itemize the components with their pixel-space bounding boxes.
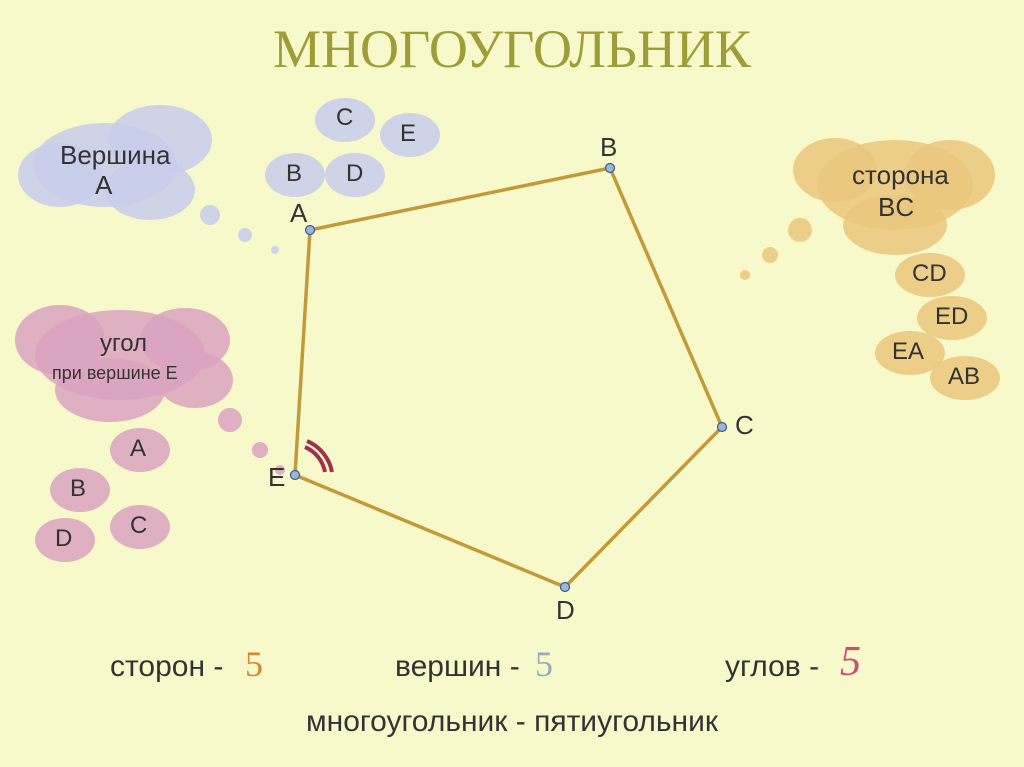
cloud-angle-A: A <box>130 435 146 463</box>
cloud-angle-text1: угол <box>100 330 147 358</box>
cloud-vertex-text2: A <box>95 170 112 201</box>
cloud-vertex-D: D <box>346 160 363 188</box>
cloud-side-CD: CD <box>912 260 947 288</box>
page-title: МНОГОУГОЛЬНИК <box>0 18 1024 80</box>
sides-value: 5 <box>245 643 263 685</box>
cloud-angle-B: B <box>70 475 86 503</box>
cloud-vertex-C: C <box>336 104 353 132</box>
angles-value: 5 <box>840 638 861 686</box>
summary-text: многоугольник - пятиугольник <box>0 705 1024 739</box>
label-C: C <box>735 410 754 441</box>
cloud-side-text1: сторона <box>852 160 949 191</box>
label-A: A <box>290 198 307 229</box>
sides-label: сторон - <box>110 650 223 684</box>
slide-canvas: МНОГОУГОЛЬНИК Вершина A C E B D угол при… <box>0 0 1024 767</box>
label-B: B <box>600 132 617 163</box>
angles-label: углов - <box>725 650 819 684</box>
cloud-side-AB: AB <box>948 363 980 391</box>
vertices-value: 5 <box>535 643 553 685</box>
vertices-label: вершин - <box>395 650 520 684</box>
label-D: D <box>556 595 575 626</box>
cloud-vertex-B: B <box>286 160 302 188</box>
cloud-side-ED: ED <box>935 303 968 331</box>
cloud-side-text2: BC <box>878 192 914 223</box>
cloud-angle-text2: при вершине E <box>52 363 178 384</box>
cloud-angle-D: D <box>55 525 72 553</box>
cloud-vertex-E: E <box>400 120 416 148</box>
cloud-side-EA: EA <box>892 338 924 366</box>
cloud-vertex-text1: Вершина <box>60 140 170 171</box>
cloud-angle-C: C <box>130 512 147 540</box>
label-E: E <box>268 462 285 493</box>
